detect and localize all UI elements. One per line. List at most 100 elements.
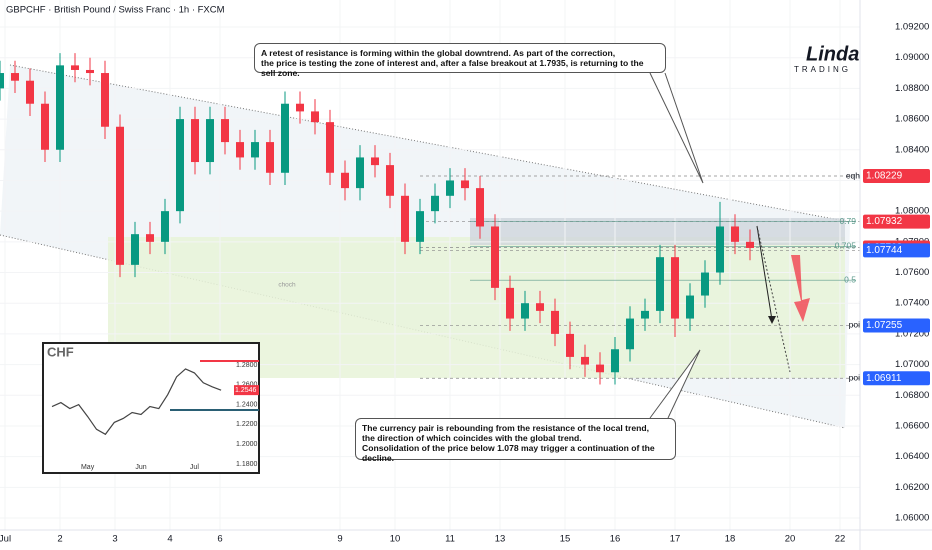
price-tag-label: 1.07744 — [866, 245, 903, 256]
x-tick-label: 2 — [57, 534, 62, 545]
price-tag-label: 1.08229 — [866, 171, 903, 182]
candle-body — [341, 172, 349, 189]
inset-y-tick-label: 1.2800 — [236, 362, 258, 369]
choch-label: choch — [278, 282, 296, 289]
y-tick-label: 1.07000 — [895, 359, 929, 370]
candle-body — [236, 142, 244, 158]
inset-x-tick-label: May — [81, 464, 95, 471]
candle-body — [551, 310, 559, 334]
candle-body — [101, 73, 109, 127]
candle-body — [476, 188, 484, 227]
candle-body — [26, 80, 34, 104]
candle-body — [41, 103, 49, 150]
y-tick-label: 1.09000 — [895, 52, 929, 63]
x-tick-label: 20 — [785, 534, 796, 545]
candle-body — [281, 103, 289, 173]
candle-body — [461, 180, 469, 189]
y-tick-label: 1.06200 — [895, 482, 929, 493]
level-name: poi — [849, 372, 860, 382]
candle-body — [56, 65, 64, 150]
x-tick-label: 6 — [217, 534, 222, 545]
y-tick-label: 1.06400 — [895, 451, 929, 462]
candle-body — [746, 241, 754, 248]
inset-y-tick-label: 1.2200 — [236, 421, 258, 428]
path-arrow-alt — [756, 225, 791, 373]
price-tag-label: 1.06911 — [866, 373, 902, 384]
x-tick-label: 13 — [495, 534, 506, 545]
price-tag — [863, 214, 930, 229]
candle-body — [0, 73, 4, 89]
candle-body — [521, 303, 529, 319]
fib-label: 0.705 — [835, 241, 857, 251]
inset-x-tick-label: Jul — [190, 464, 199, 471]
candle-body — [401, 195, 409, 242]
candle-body — [11, 73, 19, 81]
chart-title: GBPCHF · British Pound / Swiss Franc · 1… — [6, 5, 225, 16]
inset-y-tick-label: 1.2000 — [236, 441, 258, 448]
y-tick-label: 1.06800 — [895, 390, 929, 401]
inset-frame — [42, 342, 260, 474]
candle-body — [206, 119, 214, 163]
fib-label: 0.5 — [844, 274, 856, 284]
x-tick-label: 18 — [725, 534, 736, 545]
x-tick-label: 10 — [390, 534, 401, 545]
x-tick-label: 15 — [560, 534, 571, 545]
candle-body — [221, 119, 229, 143]
candle-body — [701, 272, 709, 296]
candle-body — [116, 126, 124, 265]
candle-body — [191, 119, 199, 163]
candle-body — [146, 234, 154, 242]
candle-body — [416, 211, 424, 242]
path-arrow — [756, 225, 773, 321]
logo-name: Linda — [806, 43, 859, 65]
inset-price-tag — [234, 385, 259, 396]
candle-body — [251, 142, 259, 158]
candle-body — [131, 234, 139, 265]
y-tick-label: 1.07200 — [895, 328, 929, 339]
y-tick-label: 1.06600 — [895, 420, 929, 431]
candle-body — [176, 119, 184, 212]
level-name: poi — [849, 320, 860, 330]
inset-x-tick-label: Jun — [135, 464, 146, 471]
x-tick-label: 17 — [670, 534, 681, 545]
candle-body — [326, 122, 334, 173]
candle-body — [86, 69, 94, 74]
candle-body — [506, 287, 514, 319]
callout-pointer — [649, 72, 704, 184]
candle-body — [641, 310, 649, 319]
y-tick-label: 1.07400 — [895, 298, 929, 309]
price-tag — [863, 243, 930, 258]
x-tick-label: Jul — [0, 534, 11, 545]
candle-body — [71, 65, 79, 70]
candle-body — [626, 318, 634, 350]
price-tag-label: 1.07932 — [866, 216, 903, 227]
y-tick-label: 1.07600 — [895, 267, 929, 278]
inset-line — [51, 368, 222, 436]
candle-body — [296, 103, 304, 112]
x-tick-label: 3 — [112, 534, 117, 545]
candle-body — [656, 257, 664, 311]
candle-body — [356, 157, 364, 189]
callout-pointer — [649, 349, 701, 419]
candle-body — [446, 180, 454, 196]
candle-body — [371, 157, 379, 166]
candle-body — [581, 356, 589, 365]
y-tick-label: 1.09200 — [895, 22, 929, 33]
price-tag — [863, 318, 930, 333]
price-tag — [863, 371, 930, 386]
candle-body — [716, 226, 724, 273]
annotation: A retest of resistance is forming within… — [254, 43, 666, 78]
x-tick-label: 16 — [610, 534, 621, 545]
y-tick-label: 1.08400 — [895, 144, 929, 155]
candle-body — [386, 165, 394, 196]
sell-zone — [470, 218, 845, 245]
x-tick-label: 9 — [337, 534, 342, 545]
y-tick-label: 1.08800 — [895, 83, 929, 94]
y-tick-label: 1.08600 — [895, 114, 929, 125]
candle-body — [731, 226, 739, 242]
inset-title: CHF — [47, 344, 74, 359]
candle-body — [431, 195, 439, 212]
annotation: The currency pair is rebounding from the… — [355, 418, 676, 463]
